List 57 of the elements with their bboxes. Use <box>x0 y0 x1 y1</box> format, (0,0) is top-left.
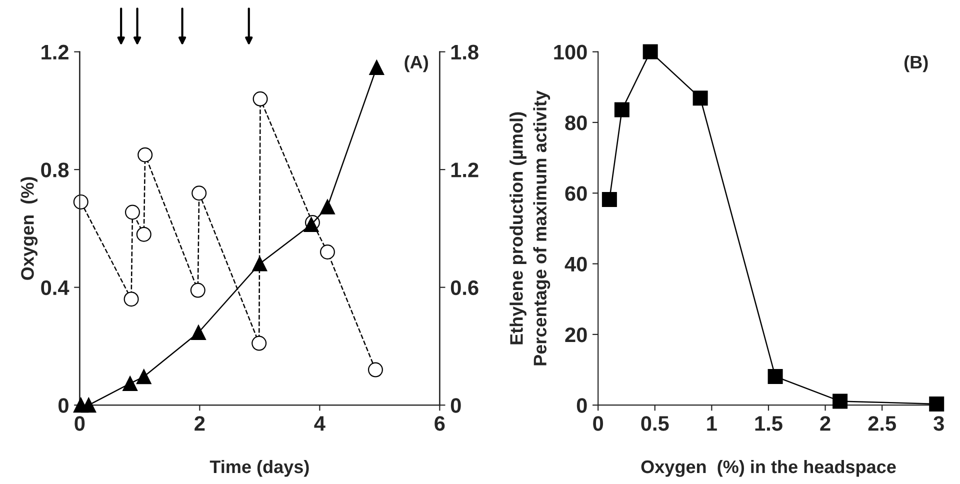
x-axis-title: Oxygen (%) in the headspace <box>641 460 896 477</box>
y2-tick-label: 0 <box>450 398 461 413</box>
point <box>252 256 268 272</box>
point <box>832 394 848 409</box>
x-tick-label: 2.5 <box>868 416 896 431</box>
y-tick-label: 80 <box>565 115 587 130</box>
point <box>320 199 335 214</box>
y2-tick-label: 1.2 <box>451 162 478 178</box>
x-tick-label: 2 <box>820 416 830 431</box>
y-tick-label: 0 <box>58 398 68 413</box>
y-tick-label: 20 <box>565 327 587 342</box>
point <box>192 186 207 201</box>
point <box>252 336 267 351</box>
x-tick-label: 3 <box>934 416 944 431</box>
point <box>768 368 783 384</box>
x-tick-label: 2 <box>194 416 205 431</box>
annotation: (B) <box>904 55 928 72</box>
x-tick-label: 1 <box>707 416 717 431</box>
y-tick-label: 0.4 <box>41 280 70 296</box>
y-tick-label: 60 <box>565 186 587 201</box>
y-tick-label: 100 <box>554 44 587 60</box>
y2-tick-label: 0.6 <box>450 280 478 296</box>
x-tick-label: 0 <box>74 416 85 431</box>
x-tick-label: 0.5 <box>641 416 669 431</box>
y-axis-title: Percentage of maximum activity <box>533 90 550 366</box>
x-axis-title: Time (days) <box>210 460 309 477</box>
point <box>138 147 153 162</box>
point <box>929 396 944 412</box>
point <box>368 362 383 378</box>
x-tick-label: 4 <box>314 416 326 431</box>
point <box>602 192 617 207</box>
y2-tick-label: 1.8 <box>451 44 478 60</box>
point <box>81 398 96 413</box>
point <box>369 60 384 75</box>
x-tick-label: 1.5 <box>755 416 782 431</box>
point <box>252 91 268 106</box>
point <box>190 324 206 340</box>
y2-axis-title: Ethylene production (µmol) <box>510 112 526 344</box>
point <box>124 292 139 307</box>
y-tick-label: 0.8 <box>41 162 69 178</box>
y-tick-label: 0 <box>576 398 587 413</box>
point <box>136 226 152 242</box>
x-tick-label: 0 <box>593 416 604 431</box>
x-tick-label: 6 <box>434 416 445 431</box>
point <box>692 90 708 106</box>
point <box>190 282 206 298</box>
point <box>136 369 152 384</box>
y-tick-label: 40 <box>564 256 587 272</box>
point <box>73 194 88 210</box>
y-axis-title: Oxygen (%) <box>20 177 38 280</box>
annotation: (A) <box>404 55 428 72</box>
point <box>122 376 138 392</box>
point <box>614 102 630 118</box>
y-tick-label: 1.2 <box>42 44 68 60</box>
point <box>320 244 335 260</box>
point <box>642 44 658 60</box>
point <box>124 204 140 220</box>
